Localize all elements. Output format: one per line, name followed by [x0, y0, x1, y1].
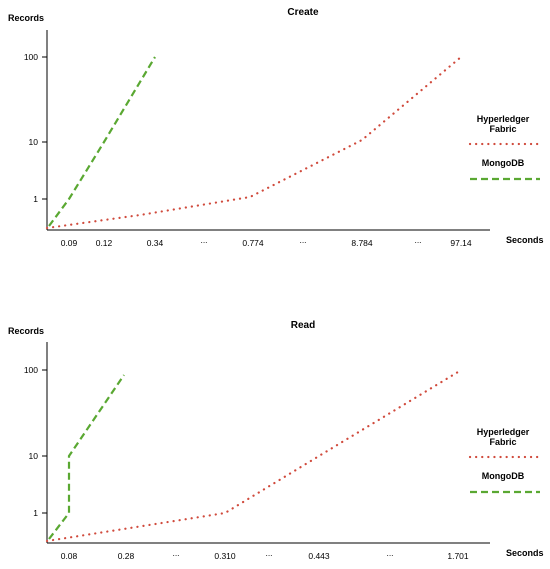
read-x-axis-label: Seconds	[506, 548, 544, 558]
create-x-tick-ellipsis: ...	[299, 235, 306, 245]
read-x-tick-ellipsis: ...	[172, 548, 179, 558]
create-series-hyperledger-line	[45, 55, 463, 230]
create-y-tick-label-1: 1	[33, 194, 38, 204]
create-x-tick-label: 97.14	[450, 238, 472, 248]
create-chart: Create Records Seconds 100 10 1 0.09 0.1…	[8, 7, 544, 248]
create-x-tick-label: 0.09	[61, 238, 78, 248]
create-x-tick-label: 0.12	[96, 238, 113, 248]
create-title: Create	[287, 7, 319, 18]
read-x-tick-ellipsis: ...	[265, 548, 272, 558]
read-legend-mongodb-label: MongoDB	[482, 471, 525, 481]
create-legend-hyperledger-label: Hyperledger Fabric	[477, 114, 530, 134]
create-x-tick-ellipsis: ...	[200, 235, 207, 245]
read-x-tick-label: 0.08	[61, 551, 78, 561]
read-x-tick-label: 0.28	[118, 551, 135, 561]
read-legend-hyperledger-label: Hyperledger Fabric	[477, 427, 530, 447]
read-series-hyperledger-line	[45, 370, 460, 543]
create-series-mongodb-line	[48, 56, 156, 227]
create-x-tick-label: 0.774	[242, 238, 264, 248]
create-y-tick-label-10: 10	[29, 137, 39, 147]
create-y-axis-label: Records	[8, 13, 44, 23]
create-legend-mongodb-label: MongoDB	[482, 158, 525, 168]
read-x-tick-ellipsis: ...	[386, 548, 393, 558]
read-y-tick-label-100: 100	[24, 365, 38, 375]
read-y-tick-label-1: 1	[33, 508, 38, 518]
create-x-axis-label: Seconds	[506, 235, 544, 245]
read-x-tick-label: 0.310	[214, 551, 236, 561]
read-series-mongodb-line	[48, 374, 125, 540]
read-x-tick-label: 0.443	[308, 551, 330, 561]
read-title: Read	[291, 320, 315, 331]
read-chart: Read Records Seconds 100 10 1 0.08 0.28 …	[8, 320, 544, 561]
create-x-tick-ellipsis: ...	[414, 235, 421, 245]
read-y-axis-label: Records	[8, 326, 44, 336]
create-x-tick-label: 8.784	[351, 238, 373, 248]
read-x-tick-label: 1.701	[447, 551, 469, 561]
create-x-tick-label: 0.34	[147, 238, 164, 248]
create-y-tick-label-100: 100	[24, 52, 38, 62]
read-y-tick-label-10: 10	[29, 451, 39, 461]
